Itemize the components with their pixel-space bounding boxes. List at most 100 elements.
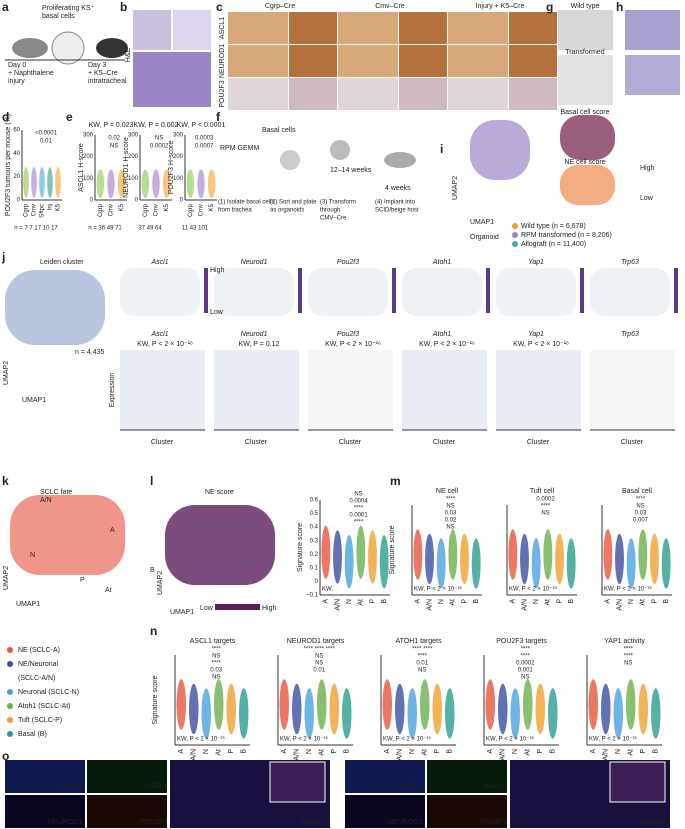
image [87, 795, 167, 828]
violin [344, 535, 354, 589]
label: KW, P < 0.0001 [177, 122, 226, 129]
violin [520, 533, 529, 585]
y-tick-label: 20 [13, 174, 20, 180]
x-tick-label: At [319, 749, 326, 756]
x-tick-label: N [628, 599, 635, 604]
x-tick-label: P [640, 749, 647, 754]
label: P [80, 577, 85, 584]
inset [609, 761, 666, 803]
image [5, 795, 85, 828]
mouse [96, 38, 128, 58]
label: Expression [109, 373, 116, 408]
label: NS [212, 654, 220, 660]
x-tick-label: B [241, 749, 248, 754]
violin [498, 683, 508, 735]
violin [445, 688, 455, 739]
label: **** [521, 647, 531, 653]
label: Signature score [152, 675, 159, 724]
image [448, 12, 508, 44]
column-label: Injury + K5–Cre [476, 3, 525, 10]
x-tick-label: Cmv [109, 204, 115, 216]
label: basal cells [42, 13, 75, 20]
image [87, 760, 167, 793]
y-tick-label: 300 [83, 133, 94, 139]
x-tick-label: N [409, 749, 416, 754]
y-tick-label: 200 [83, 154, 94, 160]
violin [615, 533, 624, 585]
violin [201, 688, 211, 739]
violin [407, 688, 417, 739]
violin [531, 538, 541, 589]
image [5, 760, 85, 793]
x-tick-label: B [568, 599, 575, 604]
panel-label: n [150, 624, 157, 638]
violin [413, 529, 423, 580]
label: UMAP1 [16, 601, 40, 608]
label: Signature score [297, 523, 304, 572]
images [5, 10, 680, 585]
label: NS [541, 511, 549, 517]
label: Atoh1 (SCLC-At) [18, 703, 71, 710]
y-tick-label: 100 [173, 176, 184, 182]
violin [626, 679, 636, 730]
x-tick-label: Cmv [32, 204, 38, 216]
row-label: ASCL1 [219, 17, 226, 39]
image [289, 12, 337, 44]
label: Cluster [339, 439, 362, 446]
violin [425, 533, 434, 585]
violin [304, 688, 314, 739]
violin [379, 535, 389, 589]
violin [566, 538, 576, 589]
label: **** [624, 654, 634, 660]
violin [548, 688, 558, 739]
channel-label: Overlay [640, 819, 665, 826]
x-tick-label: Cgrp [24, 203, 30, 217]
image [120, 350, 205, 430]
x-tick-label: B [447, 749, 454, 754]
label: POU2F3 tumours per mouse (%) [5, 114, 12, 216]
label: KW, P < 2 × 10⁻¹⁶ [280, 736, 328, 743]
plot-title: Basal cell [622, 488, 652, 495]
label: High [262, 605, 277, 612]
plot-title: ASCL1 targets [190, 638, 236, 645]
y-tick-label: 0.2 [310, 552, 319, 558]
label: 4 weeks [385, 185, 411, 192]
label: 11 43 101 [182, 226, 209, 232]
image [228, 12, 288, 44]
violin [39, 167, 45, 198]
label: KW, P < 2 × 10⁻¹⁶ [513, 341, 569, 348]
label: 0.03 [635, 511, 647, 517]
label: **** [418, 654, 428, 660]
y-tick-label: 0.4 [310, 525, 319, 531]
label: 12–14 weeks [330, 167, 372, 174]
image [590, 350, 675, 430]
x-tick-label: At [525, 749, 532, 756]
legend-swatch [512, 223, 518, 229]
label: NS [624, 661, 632, 667]
label: NS [212, 675, 220, 681]
x-tick-label: A/N [426, 599, 433, 611]
channel-label: POU2F3 [480, 819, 507, 826]
x-tick-label: At [450, 599, 457, 606]
colorbar [298, 268, 302, 313]
violin [47, 167, 53, 198]
legend-swatch [512, 241, 518, 247]
label: <0.0001 [35, 131, 58, 137]
image [308, 350, 393, 430]
violin [420, 679, 430, 730]
label: UMAP2 [3, 566, 10, 590]
label: Organoid [470, 234, 499, 241]
label: KW, P < 2 × 10⁻¹⁶ [177, 736, 225, 743]
x-tick-label: P [434, 749, 441, 754]
violin [601, 683, 611, 735]
label: **** [636, 497, 646, 503]
violin [395, 683, 405, 735]
violin [279, 679, 289, 730]
violin [317, 679, 327, 730]
violin [650, 533, 659, 585]
y-tick-label: 0.3 [310, 538, 319, 544]
row-label: NEUROD1 [219, 44, 226, 78]
plot-title: Tuft cell [530, 488, 555, 495]
x-tick-label: A/N [603, 749, 610, 761]
